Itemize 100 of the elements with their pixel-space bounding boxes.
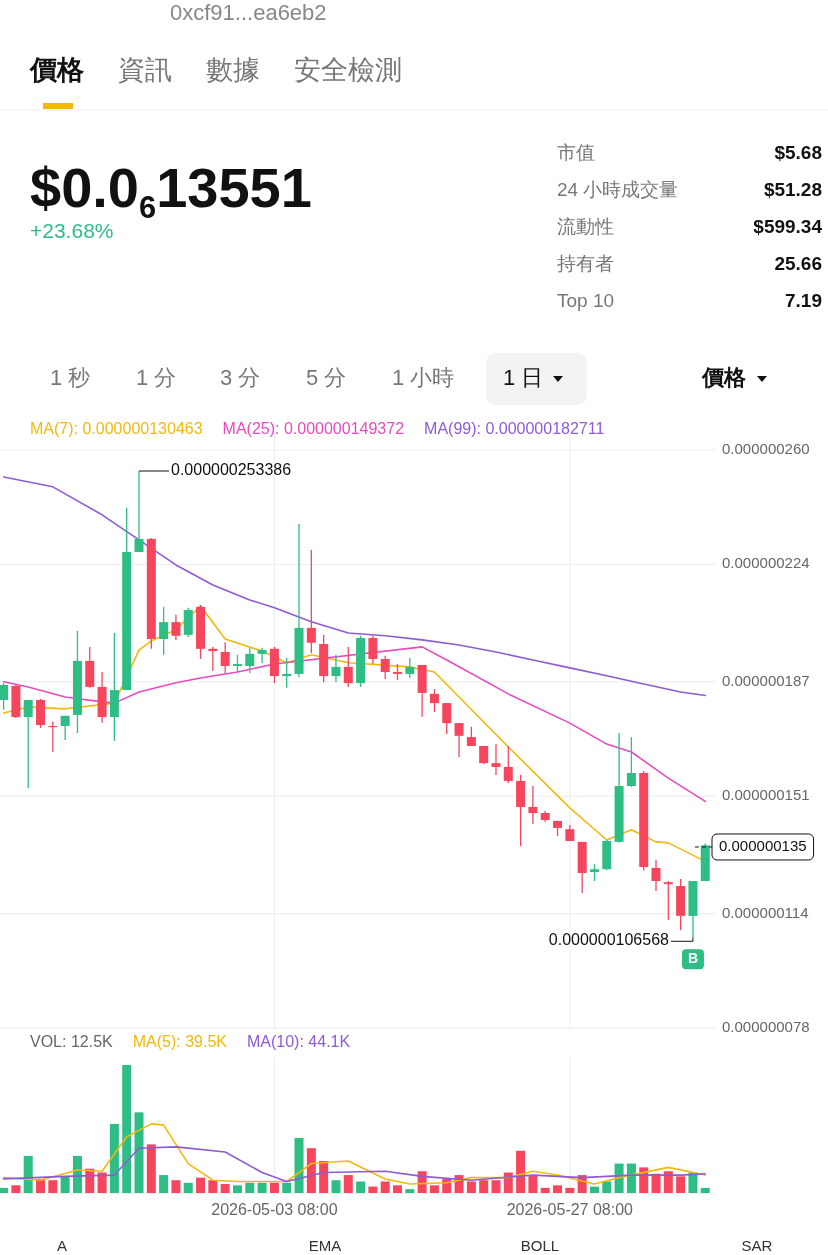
bar <box>97 1172 107 1193</box>
bar <box>479 1180 489 1193</box>
bar <box>122 1065 132 1193</box>
x-tick-label: 2026-05-03 08:00 <box>211 1201 338 1219</box>
text: BOLL <box>520 1236 560 1254</box>
bar <box>159 1175 169 1193</box>
text: 1 秒 <box>50 364 91 390</box>
y-tick-label: 0.000000151 <box>722 786 810 804</box>
candlestick <box>208 646 218 672</box>
candlestick <box>60 715 70 741</box>
text: SAR <box>741 1236 773 1254</box>
bar <box>429 1185 439 1193</box>
candlestick <box>257 647 267 664</box>
annotation: B <box>687 949 699 966</box>
bar <box>232 1185 242 1193</box>
bar <box>553 1185 563 1193</box>
bar <box>269 1182 279 1193</box>
candlestick <box>429 688 439 713</box>
bar <box>589 1186 599 1193</box>
text: 3 分 <box>220 364 261 390</box>
text: $599.34 <box>753 216 823 238</box>
bar <box>540 1187 550 1193</box>
candlestick <box>306 549 316 654</box>
candlestick <box>528 785 538 825</box>
candlestick <box>245 647 255 674</box>
bar <box>306 1148 316 1193</box>
candlestick <box>626 736 636 788</box>
bar <box>676 1176 686 1193</box>
line-series <box>2 646 707 803</box>
text: MA(25): 0.000000149372 <box>222 420 405 438</box>
text: 流動性 <box>557 216 614 238</box>
bar <box>393 1185 403 1193</box>
candlestick <box>491 743 501 776</box>
text: EMA <box>308 1236 342 1254</box>
candlestick <box>405 657 415 679</box>
candlestick <box>23 699 33 789</box>
bar <box>700 1187 710 1193</box>
candlestick <box>368 635 378 665</box>
text: 24 小時成交量 <box>557 179 679 201</box>
bar <box>331 1180 341 1193</box>
y-tick-label: 0.000000187 <box>722 671 810 689</box>
bar <box>134 1112 144 1193</box>
bar <box>48 1180 58 1193</box>
text: 數據 <box>206 55 260 86</box>
text: MA(5): 39.5K <box>132 1033 228 1051</box>
bar <box>196 1177 206 1193</box>
text: $5.68 <box>774 142 822 164</box>
bar <box>319 1161 329 1193</box>
candlestick <box>159 606 169 656</box>
candlestick <box>503 745 513 784</box>
bar <box>183 1182 193 1193</box>
bar <box>688 1172 698 1193</box>
text: 價格 <box>701 364 747 390</box>
candlestick <box>442 702 452 735</box>
text: MA(99): 0.000000182711 <box>424 420 605 438</box>
text: 價格 <box>29 55 84 86</box>
bar <box>282 1182 292 1193</box>
bar <box>257 1182 267 1193</box>
y-tick-label: 0.000000078 <box>722 1017 810 1035</box>
bar <box>0 1187 9 1193</box>
candlestick <box>454 722 464 758</box>
bar <box>208 1180 218 1193</box>
bar <box>356 1181 366 1193</box>
text: 資訊 <box>118 55 172 86</box>
line-series <box>2 476 707 697</box>
text: Top 10 <box>557 290 615 312</box>
bar <box>491 1180 501 1193</box>
text: 25.66 <box>774 253 822 275</box>
text: 市值 <box>557 142 595 164</box>
bar <box>220 1184 230 1193</box>
bar <box>663 1171 673 1193</box>
candlestick <box>282 657 292 689</box>
text: VOL: 12.5K <box>30 1033 114 1051</box>
candlestick <box>171 614 181 641</box>
candlestick <box>134 470 144 553</box>
text: 5 分 <box>306 364 347 390</box>
ref-line-label: 0.000000135 <box>719 836 807 854</box>
candlestick <box>380 655 390 680</box>
candlestick <box>651 859 661 892</box>
candlestick <box>331 654 341 683</box>
bar <box>380 1181 390 1193</box>
text: 7.19 <box>785 290 822 312</box>
bar <box>565 1187 575 1193</box>
bar <box>245 1182 255 1193</box>
bar <box>343 1175 353 1193</box>
bar <box>405 1189 415 1193</box>
bar <box>109 1123 119 1193</box>
candlestick <box>663 880 673 921</box>
bar <box>466 1181 476 1193</box>
bar <box>23 1155 33 1193</box>
text: $51.28 <box>763 179 822 201</box>
bar <box>11 1185 21 1193</box>
bar <box>626 1163 636 1193</box>
text: MA(7): 0.000000130463 <box>30 420 203 438</box>
bar <box>171 1180 181 1193</box>
bar <box>60 1176 70 1193</box>
text: A <box>56 1236 68 1254</box>
bar <box>516 1150 526 1193</box>
y-tick-label: 0.000000224 <box>722 554 810 572</box>
bar <box>294 1137 304 1193</box>
